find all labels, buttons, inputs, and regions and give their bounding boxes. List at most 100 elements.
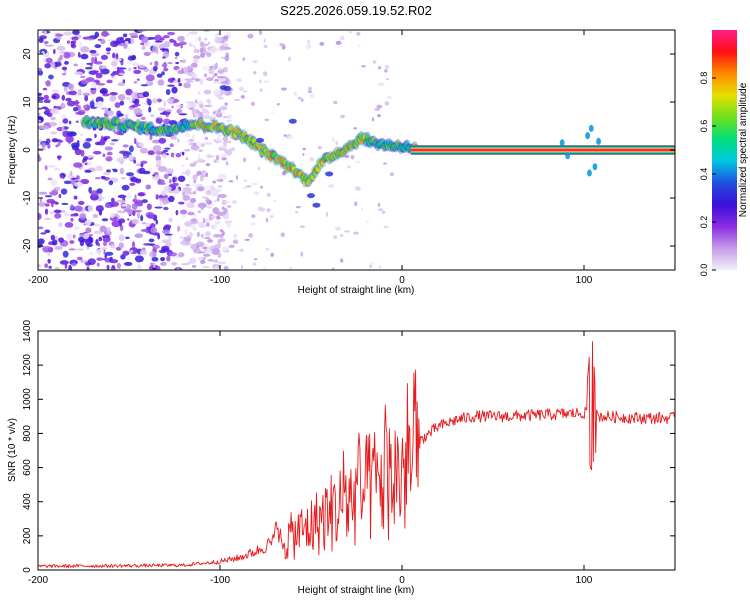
spectrogram-noise-blob <box>212 233 222 238</box>
spectrogram-noise-blob <box>86 267 90 270</box>
spectrogram-noise-blob <box>106 109 114 117</box>
spectrogram-noise-blob <box>38 119 42 123</box>
spectrogram-noise-blob <box>283 134 287 137</box>
spectrogram-noise-blob <box>177 225 181 232</box>
spectrogram-noise-blob <box>99 90 107 94</box>
spectrogram-noise-blob <box>237 248 241 252</box>
spectrogram-noise-blob <box>172 176 176 183</box>
spectrogram-noise-blob <box>112 52 116 59</box>
spectrogram-noise-blob <box>45 80 51 87</box>
spectrogram-noise-blob <box>205 197 210 203</box>
spectrogram-noise-blob <box>280 232 285 238</box>
spectrogram-noise-blob <box>200 47 204 50</box>
ridge-side-blob <box>307 193 315 199</box>
ridge-side-blob <box>256 137 265 143</box>
spectrogram-noise-blob <box>209 65 214 69</box>
spectrogram-noise-blob <box>206 205 213 209</box>
spectrogram-noise-blob <box>175 61 180 65</box>
spectrogram-noise-blob <box>200 206 204 211</box>
spectrogram-noise-blob <box>161 153 168 159</box>
spectrogram-noise-blob <box>204 142 213 145</box>
spectrogram-noise-blob <box>198 149 203 152</box>
spectrogram-noise-blob <box>39 197 43 203</box>
spectrogram-noise-blob <box>179 209 188 215</box>
spectrogram-noise-blob <box>104 203 111 208</box>
spectrogram-noise-blob <box>145 74 155 82</box>
spectrogram-noise-blob <box>192 190 197 195</box>
carrier-disturbance <box>587 169 592 177</box>
spectrogram-noise-blob <box>106 151 113 156</box>
spectrogram-noise-blob <box>122 33 128 38</box>
spectrogram-noise-blob <box>377 208 384 212</box>
spectrogram-noise-blob <box>197 210 201 214</box>
spectrogram-noise-blob <box>47 252 51 257</box>
colorbar-tick-label: 0.2 <box>699 216 709 229</box>
spectrogram-noise-blob <box>197 202 207 209</box>
spectrogram-noise-blob <box>156 159 162 166</box>
spectrogram-noise-blob <box>340 233 344 237</box>
snr-x-tick-label: -100 <box>210 575 230 586</box>
spectrogram-noise-blob <box>66 100 76 107</box>
spectrogram-noise-blob <box>148 238 155 243</box>
colorbar: 0.0 0.2 0.4 0.6 0.8 Normalized spectral ampl… <box>699 30 749 276</box>
spectrogram-noise-blob <box>335 140 338 146</box>
snr-y-tick-label: 600 <box>22 459 33 476</box>
spectrogram-noise-blob <box>190 73 198 79</box>
spectrogram-noise-blob <box>344 154 350 159</box>
spectrogram-noise-blob <box>264 118 270 122</box>
spectrogram-noise-blob <box>192 174 198 181</box>
spectrogram-noise-blob <box>103 241 108 247</box>
spectrogram-noise-blob <box>190 243 199 251</box>
spectrogram-noise-blob <box>205 172 209 178</box>
spectrogram-noise-blob <box>95 248 105 255</box>
spectrogram-noise-blob <box>180 164 186 167</box>
spectrogram-noise-blob <box>38 67 43 72</box>
spectrogram-noise-blob <box>199 78 204 85</box>
spectrogram-noise-blob <box>85 227 92 234</box>
spectrogram-noise-blob <box>129 105 138 108</box>
spectrogram-noise-blob <box>187 211 195 216</box>
spectrogram-noise-blob <box>93 61 103 65</box>
spectrogram-noise-blob <box>50 108 60 115</box>
spectrogram-noise-blob <box>124 37 131 42</box>
spectrogram-noise-blob <box>106 226 111 234</box>
spectrogram-noise-blob <box>203 104 213 108</box>
spectrogram-noise-blob <box>365 220 370 224</box>
spectrogram-noise-blob <box>90 222 95 226</box>
spectrogram-noise-blob <box>300 98 304 102</box>
spectrogram-noise-blob <box>357 44 361 47</box>
spectrogram-noise-blob <box>206 155 216 158</box>
spectrogram-noise-blob <box>87 258 96 266</box>
spectrogram-noise-blob <box>58 193 62 199</box>
spectrogram-noise-blob <box>86 243 93 248</box>
spectrogram-noise-blob <box>105 156 113 162</box>
spectrogram-noise-blob <box>216 215 220 220</box>
spectrogram-noise-blob <box>60 188 68 195</box>
spectrogram-noise-blob <box>97 86 101 91</box>
spectrogram-noise-blob <box>307 86 312 92</box>
ridge-point <box>365 133 370 140</box>
spectrogram-noise-blob <box>199 41 205 48</box>
spectrogram-noise-blob <box>131 203 138 211</box>
spectrogram-noise-blob <box>181 67 184 74</box>
spectrogram-noise-blob <box>374 107 381 111</box>
spectrogram-noise-blob <box>38 238 45 245</box>
spectrogram-noise-blob <box>168 217 173 223</box>
spectrogram-noise-blob <box>140 228 149 232</box>
spectrogram-noise-blob <box>162 149 169 153</box>
spectrogram-noise-blob <box>188 107 195 110</box>
spectrogram-noise-blob <box>70 41 76 48</box>
spectrogram-noise-blob <box>196 48 199 54</box>
colorbar-label: Normalized spectral amplitude <box>738 82 749 217</box>
ridge-point <box>115 118 121 125</box>
spectrogram-noise-blob <box>185 127 189 135</box>
spectrogram-y-tick-label: -10 <box>22 190 33 205</box>
spectrogram-noise-blob <box>94 133 97 139</box>
spectrogram-noise-blob <box>38 107 43 110</box>
spectrogram-noise-blob <box>64 221 74 228</box>
spectrogram-noise-blob <box>206 190 212 196</box>
spectrogram-noise-blob <box>55 33 64 37</box>
spectrogram-noise-blob <box>178 82 183 87</box>
spectrogram-noise-blob <box>219 134 226 137</box>
spectrogram-noise-blob <box>149 61 153 66</box>
